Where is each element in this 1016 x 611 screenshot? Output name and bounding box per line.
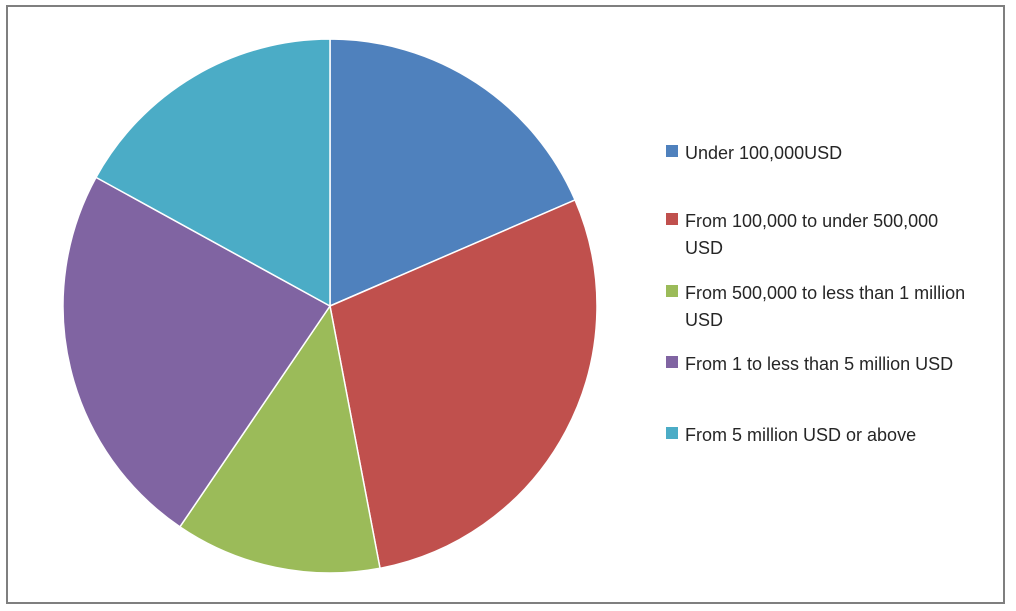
legend-swatch bbox=[666, 213, 678, 225]
legend-item-under-100k: Under 100,000USD bbox=[666, 140, 980, 167]
pie-slice-5m-above bbox=[95, 38, 331, 308]
legend-label: From 100,000 to under 500,000 USD bbox=[685, 211, 939, 258]
legend-item-100k-500k: From 100,000 to under 500,000 USD bbox=[666, 208, 980, 262]
legend-item-1m-5m: From 1 to less than 5 million USD bbox=[666, 351, 980, 378]
legend-label: From 1 to less than 5 million USD bbox=[685, 354, 954, 374]
legend-item-5m-above: From 5 million USD or above bbox=[666, 422, 980, 449]
legend-swatch bbox=[666, 285, 678, 297]
legend-swatch bbox=[666, 145, 678, 157]
legend-item-500k-1m: From 500,000 to less than 1 million USD bbox=[666, 280, 980, 334]
legend-label: From 5 million USD or above bbox=[685, 425, 917, 445]
legend-swatch bbox=[666, 356, 678, 368]
pie-slice-100k-500k bbox=[329, 198, 598, 570]
pie-slice-1m-5m bbox=[62, 176, 332, 528]
pie-slice-500k-1m bbox=[178, 304, 381, 574]
legend-label: From 500,000 to less than 1 million USD bbox=[685, 283, 966, 330]
legend-swatch bbox=[666, 427, 678, 439]
legend-label: Under 100,000USD bbox=[685, 143, 843, 163]
pie-slice-under-100k bbox=[329, 38, 577, 308]
